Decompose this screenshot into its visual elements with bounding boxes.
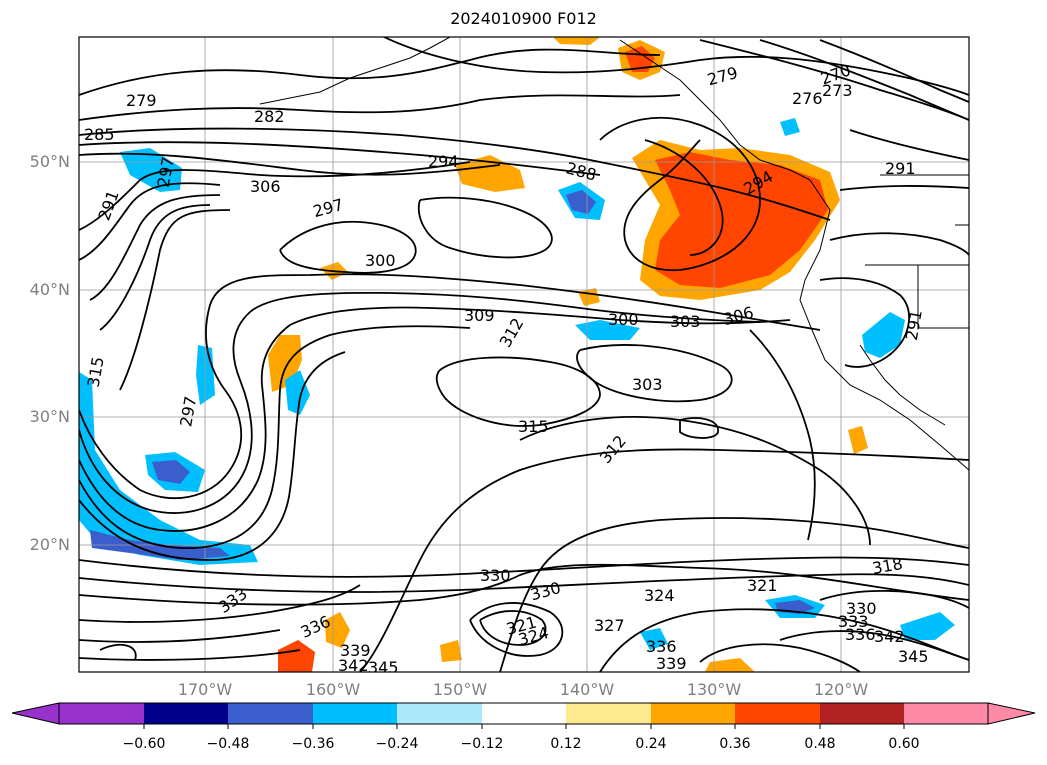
colorbar-segment <box>820 703 904 724</box>
lon-label-120w: 120°W <box>813 680 869 699</box>
map-title: 2024010900 F012 <box>450 9 597 28</box>
negative-anomaly-mid-1 <box>285 370 310 415</box>
colorbar-segment <box>228 703 313 724</box>
contour-label: 306 <box>250 177 281 196</box>
colorbar-segment <box>566 703 651 724</box>
contour-label: 291 <box>885 159 916 178</box>
colorbar-tick-label: −0.24 <box>375 736 419 752</box>
map-background <box>79 37 969 672</box>
positive-anomaly-se <box>705 658 755 672</box>
colorbar-tick-label: 0.60 <box>888 736 920 752</box>
coastlines <box>259 37 969 471</box>
map-frame <box>78 36 970 673</box>
colorbar-segment <box>397 703 482 724</box>
positive-anomaly-alaska-core <box>625 46 655 72</box>
contour-label: 300 <box>365 251 396 270</box>
negative-anomaly-mid-2 <box>196 345 215 405</box>
lon-label-170w: 170°W <box>177 680 233 699</box>
colorbar-extend-low <box>11 702 60 725</box>
positive-anomaly-top <box>553 37 600 45</box>
contour-label: 303 <box>670 312 701 331</box>
contour-lines <box>79 37 969 672</box>
negative-anomaly-far-se <box>900 612 955 640</box>
contour-label: 294 <box>428 152 459 171</box>
contour-label: 333 <box>838 612 869 631</box>
contour-label: 282 <box>254 107 285 126</box>
negative-anomaly-central-core <box>566 190 596 214</box>
contour-label: 345 <box>898 647 929 666</box>
colorbar-outline <box>58 702 989 725</box>
colorbar-tick-label: 0.36 <box>719 736 751 752</box>
colorbar-tick-label: 0.48 <box>804 736 836 752</box>
negative-anomaly-ne <box>780 118 800 136</box>
contour-label: 303 <box>632 375 663 394</box>
colorbar-tick-label: 0.12 <box>550 736 582 752</box>
positive-anomaly-south <box>278 640 315 672</box>
colorbar-tick-label: −0.12 <box>460 736 504 752</box>
colorbar-tick-label: −0.60 <box>122 736 166 752</box>
lon-label-130w: 130°W <box>686 680 742 699</box>
colorbar-ticks <box>143 724 905 729</box>
contour-label: 285 <box>84 125 115 144</box>
contour-label: 273 <box>822 81 853 100</box>
lon-label-160w: 160°W <box>305 680 361 699</box>
contour-label: 276 <box>792 89 823 108</box>
colorbar-segment <box>482 703 566 724</box>
contour-label: 339 <box>340 641 371 660</box>
contour-label: 339 <box>656 654 687 673</box>
lon-label-150w: 150°W <box>432 680 488 699</box>
contour-label: 321 <box>747 576 778 595</box>
contour-label: 327 <box>594 616 625 635</box>
colorbar <box>11 702 1036 729</box>
lon-label-140w: 140°W <box>559 680 615 699</box>
positive-anomaly-small-4 <box>440 640 462 662</box>
contour-label: 309 <box>464 306 495 325</box>
colorbar-segment <box>313 703 397 724</box>
lat-label-40n: 40°N <box>29 280 70 299</box>
lat-label-30n: 30°N <box>29 407 70 426</box>
contour-label: 315 <box>518 417 549 436</box>
colorbar-segment <box>904 703 988 724</box>
colorbar-segment <box>144 703 228 724</box>
lat-label-20n: 20°N <box>29 535 70 554</box>
contour-label: 342 <box>338 656 369 675</box>
colorbar-tick-label: 0.24 <box>635 736 667 752</box>
colorbar-tick-label: −0.48 <box>206 736 250 752</box>
negative-anomaly-west-ring-core <box>152 460 190 484</box>
contour-label: 324 <box>644 586 675 605</box>
lat-label-50n: 50°N <box>29 152 70 171</box>
contour-label: 330 <box>846 599 877 618</box>
positive-anomaly-south-2 <box>325 612 350 648</box>
positive-anomaly-small-3 <box>848 426 868 454</box>
negative-anomaly-nw <box>120 148 182 192</box>
contour-label: 336 <box>845 625 876 644</box>
colorbar-tick-label: −0.36 <box>291 736 335 752</box>
negative-anomaly-coast-mid <box>575 320 640 340</box>
negative-anomaly-south-mid <box>640 628 668 650</box>
colorbar-segment <box>651 703 735 724</box>
colorbar-segment <box>59 703 144 724</box>
contour-label: 300 <box>608 310 639 329</box>
contour-label: 342 <box>874 627 905 646</box>
colorbar-extend-high <box>987 702 1036 725</box>
negative-anomaly-coast-south <box>862 312 905 358</box>
contour-label: 345 <box>368 658 399 677</box>
colorbar-segment <box>735 703 820 724</box>
contour-label: 336 <box>646 637 677 656</box>
contour-label: 279 <box>126 91 157 110</box>
map-plot-area: 279 282 285 291 306 297 294 288 300 279 … <box>79 37 969 677</box>
contour-label: 330 <box>480 566 511 585</box>
